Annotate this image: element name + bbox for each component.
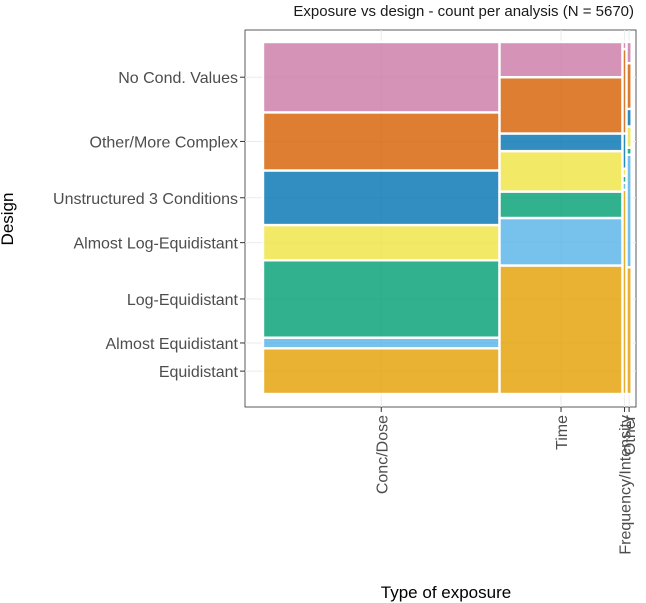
tile-other-no-cond-values bbox=[625, 40, 633, 65]
x-axis-title: Type of exposure bbox=[381, 583, 511, 602]
y-tick-label-unstructured-3-conditions: Unstructured 3 Conditions bbox=[53, 191, 238, 208]
tile-time-equidistant bbox=[498, 264, 624, 396]
tile-other-other-more-complex bbox=[625, 61, 633, 111]
tile-other-almost-equidistant bbox=[625, 153, 633, 269]
y-axis-title: Design bbox=[0, 193, 17, 246]
y-tick-label-other-more-complex: Other/More Complex bbox=[90, 134, 239, 151]
tile-conc-dose-almost-equidistant bbox=[261, 336, 501, 350]
tile-conc-dose-unstructured-3-conditions bbox=[261, 169, 501, 227]
x-tick-label-conc-dose: Conc/Dose bbox=[374, 415, 391, 494]
tile-conc-dose-other-more-complex bbox=[261, 111, 501, 172]
y-axis: No Cond. Values Other/More Complex Unstruc… bbox=[53, 70, 245, 381]
tile-other-almost-log-equidistant bbox=[625, 125, 633, 149]
tile-other-equidistant bbox=[625, 266, 633, 396]
tile-conc-dose-log-equidistant bbox=[261, 259, 501, 339]
tile-time-almost-log-equidistant bbox=[498, 149, 624, 193]
tile-time-log-equidistant bbox=[498, 190, 624, 220]
x-tick-label-other: Other bbox=[622, 414, 639, 455]
mosaic-tiles bbox=[261, 40, 633, 396]
tile-time-almost-equidistant bbox=[498, 216, 624, 267]
tile-time-unstructured-3-conditions bbox=[498, 132, 624, 153]
tile-other-unstructured-3-conditions bbox=[625, 107, 633, 128]
tile-conc-dose-no-cond-values bbox=[261, 40, 501, 114]
x-tick-label-frequency-intensity: Frequency/Intensity bbox=[618, 415, 635, 555]
chart-title: Exposure vs design - count per analysis … bbox=[293, 3, 634, 20]
y-tick-label-almost-log-equidistant: Almost Log-Equidistant bbox=[73, 236, 238, 253]
y-tick-label-equidistant: Equidistant bbox=[159, 364, 239, 381]
x-tick-label-time: Time bbox=[554, 415, 571, 450]
y-tick-label-log-equidistant: Log-Equidistant bbox=[127, 292, 239, 309]
tile-time-no-cond-values bbox=[498, 40, 624, 79]
tile-conc-dose-almost-log-equidistant bbox=[261, 223, 501, 262]
y-tick-label-no-cond-values: No Cond. Values bbox=[118, 70, 238, 87]
tile-conc-dose-equidistant bbox=[261, 347, 501, 396]
y-tick-label-almost-equidistant: Almost Equidistant bbox=[105, 336, 238, 353]
tile-time-other-more-complex bbox=[498, 75, 624, 135]
